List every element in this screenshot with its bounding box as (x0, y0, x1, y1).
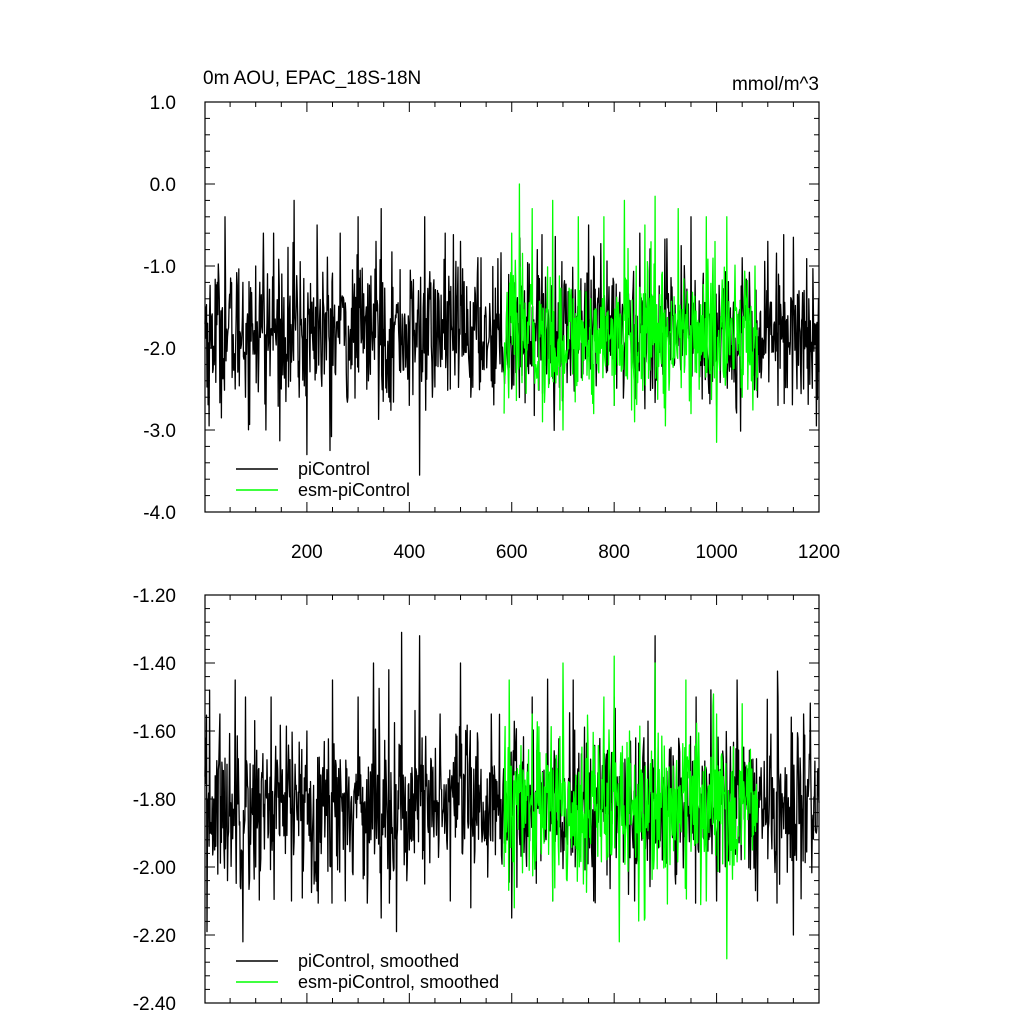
y-tick-label: -2.0 (143, 339, 176, 360)
y-tick-label: -3.0 (143, 421, 176, 442)
legend-label-picontrol-smoothed: piControl, smoothed (298, 951, 459, 971)
y-tick-label: -2.00 (133, 858, 176, 879)
y-tick-label: -1.40 (133, 654, 176, 675)
y-tick-label: -2.40 (133, 994, 176, 1015)
chart-bottom: -2.40 -2.20 -2.00 -1.80 -1.60 -1.40 -1.20 piCo… (133, 586, 820, 1015)
legend-label-esm-picontrol-smoothed: esm-piControl, smoothed (298, 972, 499, 992)
series-line-1-0 (204, 631, 820, 943)
y-tick-label: -1.80 (133, 790, 176, 811)
y-tick-label: -4.0 (143, 503, 176, 524)
x-tick-label: 400 (393, 542, 425, 563)
y-tick-label: -1.0 (143, 257, 176, 278)
x-tick-label: 800 (598, 542, 630, 563)
y-tick-label: -2.20 (133, 926, 176, 947)
axes-top: -4.0 -3.0 -2.0 -1.0 0.0 1.0 200 400 600 800 1000 12… (143, 93, 840, 563)
chart-units: mmol/m^3 (732, 74, 819, 95)
y-tick-label: 1.0 (150, 93, 176, 114)
x-tick-label: 1000 (695, 542, 737, 563)
legend-label-picontrol: piControl (298, 459, 370, 479)
x-tick-label: 600 (496, 542, 528, 563)
legend-bottom: piControl, smoothed esm-piControl, smoot… (236, 951, 499, 992)
series-layer-top (204, 183, 820, 476)
chart-title: 0m AOU, EPAC_18S-18N (203, 68, 421, 89)
y-tick-label: -1.20 (133, 586, 176, 607)
legend-label-esm-picontrol: esm-piControl (298, 480, 410, 500)
series-layer-bottom (204, 631, 820, 960)
legend-top: piControl esm-piControl (236, 459, 410, 500)
y-tick-label: -1.60 (133, 722, 176, 743)
axes-bottom: -2.40 -2.20 -2.00 -1.80 -1.60 -1.40 -1.20 (133, 586, 820, 1015)
series-line-0-1 (503, 183, 759, 443)
series-line-1-1 (503, 655, 759, 960)
y-tick-label: 0.0 (150, 175, 176, 196)
x-tick-label: 200 (291, 542, 323, 563)
chart-top: 0m AOU, EPAC_18S-18N mmol/m^3 -4.0 -3.0 -2… (143, 68, 840, 563)
x-tick-label: 1200 (798, 542, 840, 563)
